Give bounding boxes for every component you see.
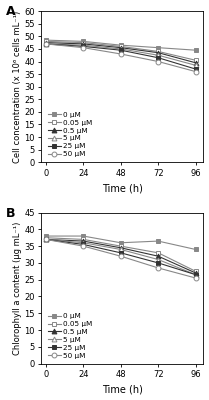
Line: 50 μM: 50 μM	[43, 237, 198, 280]
0.5 μM	[82, 42, 85, 46]
Line: 0 μM: 0 μM	[43, 234, 198, 252]
0 μM	[45, 234, 47, 238]
0.05 μM	[157, 250, 159, 255]
0.05 μM	[157, 49, 159, 54]
0.5 μM	[120, 245, 122, 250]
0 μM	[194, 48, 197, 52]
50 μM	[194, 276, 197, 280]
X-axis label: Time (h): Time (h)	[102, 384, 143, 394]
Text: A: A	[5, 5, 15, 18]
Line: 0.05 μM: 0.05 μM	[43, 39, 198, 63]
0.5 μM	[45, 237, 47, 242]
0.5 μM	[194, 60, 197, 65]
Legend: 0 μM, 0.05 μM, 0.5 μM, 5 μM, 25 μM, 50 μM: 0 μM, 0.05 μM, 0.5 μM, 5 μM, 25 μM, 50 μ…	[46, 110, 94, 159]
50 μM	[120, 52, 122, 56]
0 μM	[82, 39, 85, 44]
0.5 μM	[120, 45, 122, 50]
50 μM	[157, 266, 159, 270]
5 μM	[157, 53, 159, 58]
50 μM	[82, 45, 85, 50]
0.05 μM	[194, 269, 197, 274]
25 μM	[120, 250, 122, 255]
0.5 μM	[194, 270, 197, 275]
Line: 0.5 μM: 0.5 μM	[43, 40, 198, 65]
0 μM	[194, 247, 197, 252]
Text: B: B	[5, 206, 15, 220]
5 μM	[120, 247, 122, 252]
0.05 μM	[120, 44, 122, 49]
5 μM	[82, 240, 85, 245]
0.05 μM	[82, 237, 85, 242]
0 μM	[82, 234, 85, 238]
0.5 μM	[157, 50, 159, 55]
Y-axis label: Cell concentration (x 10⁶ cells mL⁻¹): Cell concentration (x 10⁶ cells mL⁻¹)	[13, 10, 22, 163]
Line: 0.05 μM: 0.05 μM	[43, 235, 198, 274]
Line: 25 μM: 25 μM	[43, 42, 198, 72]
5 μM	[45, 237, 47, 242]
5 μM	[45, 42, 47, 46]
25 μM	[194, 272, 197, 277]
Line: 0.5 μM: 0.5 μM	[43, 237, 198, 276]
50 μM	[194, 69, 197, 74]
0 μM	[45, 38, 47, 42]
5 μM	[120, 46, 122, 51]
25 μM	[45, 42, 47, 46]
Line: 5 μM: 5 μM	[43, 42, 198, 68]
25 μM	[45, 237, 47, 242]
Legend: 0 μM, 0.05 μM, 0.5 μM, 5 μM, 25 μM, 50 μM: 0 μM, 0.05 μM, 0.5 μM, 5 μM, 25 μM, 50 μ…	[46, 312, 94, 360]
5 μM	[194, 63, 197, 68]
0 μM	[157, 239, 159, 244]
25 μM	[120, 48, 122, 52]
50 μM	[45, 42, 47, 46]
25 μM	[157, 55, 159, 60]
0 μM	[157, 45, 159, 50]
5 μM	[194, 272, 197, 277]
Line: 50 μM: 50 μM	[43, 42, 198, 74]
5 μM	[82, 43, 85, 48]
0.05 μM	[194, 58, 197, 63]
25 μM	[82, 44, 85, 49]
0.5 μM	[82, 239, 85, 244]
Line: 0 μM: 0 μM	[43, 38, 198, 53]
0.05 μM	[45, 235, 47, 240]
0.5 μM	[45, 40, 47, 45]
0.5 μM	[157, 254, 159, 258]
5 μM	[157, 257, 159, 262]
0.05 μM	[120, 244, 122, 248]
50 μM	[157, 59, 159, 64]
Line: 25 μM: 25 μM	[43, 237, 198, 277]
50 μM	[120, 254, 122, 258]
0 μM	[120, 240, 122, 245]
0.05 μM	[45, 39, 47, 44]
X-axis label: Time (h): Time (h)	[102, 183, 143, 193]
25 μM	[82, 242, 85, 247]
Line: 5 μM: 5 μM	[43, 237, 198, 277]
Y-axis label: Chlorophyll a content (μg mL⁻¹): Chlorophyll a content (μg mL⁻¹)	[13, 222, 22, 355]
25 μM	[194, 67, 197, 72]
50 μM	[82, 244, 85, 248]
50 μM	[45, 237, 47, 242]
0.05 μM	[82, 40, 85, 45]
25 μM	[157, 260, 159, 265]
0 μM	[120, 43, 122, 48]
